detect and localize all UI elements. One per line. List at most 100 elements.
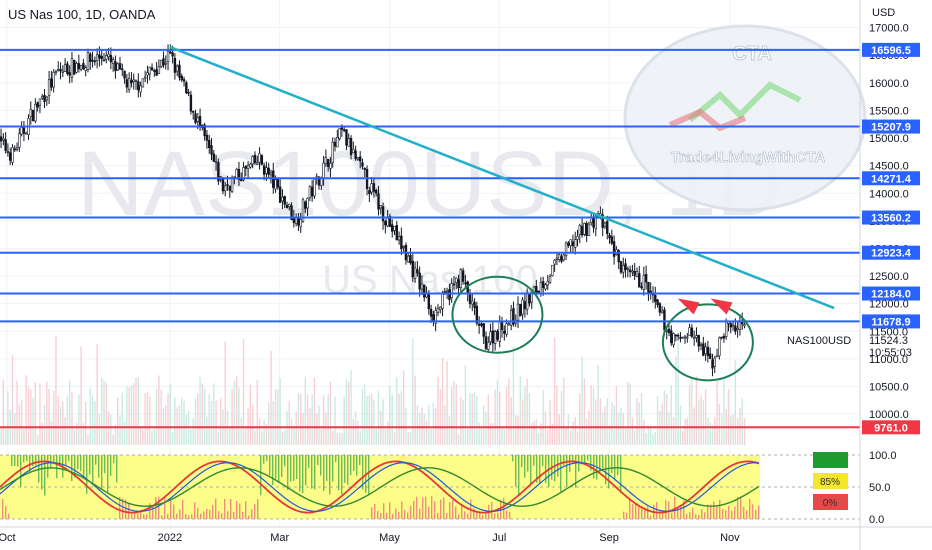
candle-body xyxy=(194,113,197,123)
candle-body xyxy=(535,285,538,293)
volume-bar xyxy=(39,383,41,445)
volume-bar xyxy=(71,391,73,445)
candle-body xyxy=(564,242,568,257)
price-tick-label: 10000.0 xyxy=(869,409,909,421)
annotation-ellipse[interactable] xyxy=(451,275,544,354)
candle-body xyxy=(105,55,108,60)
volume-bar xyxy=(94,400,96,445)
volume-bar xyxy=(430,428,432,445)
volume-bar xyxy=(402,370,405,445)
oscillator-panel-value: 0% xyxy=(823,498,838,509)
oscillator-bar xyxy=(689,512,691,519)
candle-body xyxy=(267,167,270,175)
candle-body xyxy=(665,330,668,332)
volume-bar xyxy=(409,431,412,445)
trendline[interactable] xyxy=(169,45,835,310)
volume-bar xyxy=(2,380,5,445)
candle-body xyxy=(73,60,76,75)
oscillator-bar xyxy=(521,455,523,468)
volume-bar xyxy=(439,389,441,445)
candle-body xyxy=(217,162,220,182)
oscillator-bar xyxy=(557,455,559,477)
volume-bar xyxy=(537,432,540,445)
oscillator-bar xyxy=(512,455,514,462)
oscillator-bar xyxy=(254,504,256,519)
volume-bar xyxy=(142,429,144,445)
candle-body xyxy=(548,276,552,283)
volume-bar xyxy=(597,364,599,445)
volume-bar xyxy=(476,396,478,445)
horizontal-levels[interactable] xyxy=(0,48,860,429)
candle-body xyxy=(308,186,312,198)
volume-bar xyxy=(119,415,121,445)
candle-body xyxy=(393,226,396,231)
volume-bar xyxy=(7,391,9,445)
time-tick-label: Nov xyxy=(720,532,740,544)
volume-bar xyxy=(318,405,320,445)
volume-bar xyxy=(425,420,428,445)
volume-bar xyxy=(75,422,78,445)
volume-bar xyxy=(741,398,743,445)
volume-bar xyxy=(194,398,197,445)
time-tick-label: Sep xyxy=(599,532,619,544)
candle-body xyxy=(77,63,81,70)
candle-body xyxy=(574,239,577,248)
candle-body xyxy=(57,69,60,71)
oscillator-bar xyxy=(53,455,55,464)
volume-bar xyxy=(716,379,718,445)
volume-bar xyxy=(201,383,204,445)
volume-bar xyxy=(73,429,75,445)
candle-body xyxy=(587,223,591,236)
candle-body xyxy=(45,96,49,101)
volume-bar xyxy=(169,384,172,445)
volume-bar xyxy=(183,400,185,445)
oscillator-bar xyxy=(746,510,748,519)
candle-body xyxy=(395,225,398,241)
candle-body xyxy=(663,309,666,331)
volume-bar xyxy=(460,396,462,445)
volume-bar xyxy=(370,394,373,445)
candle-body xyxy=(313,178,316,197)
volume-bar xyxy=(611,401,613,445)
volume-bar xyxy=(117,397,119,445)
candle-body xyxy=(301,199,305,222)
oscillator-bar xyxy=(368,455,370,495)
volume-bar xyxy=(407,432,409,445)
volume-bar xyxy=(389,385,391,445)
oscillator-bar xyxy=(608,455,610,489)
volume-bar xyxy=(277,389,279,445)
candle-body xyxy=(519,304,522,317)
volume-bar xyxy=(165,405,167,445)
oscillator-bar xyxy=(698,515,700,519)
candle-body xyxy=(43,94,46,103)
oscillator-bar xyxy=(440,499,442,519)
candle-body xyxy=(375,190,378,194)
oscillator-bar xyxy=(728,505,730,519)
annotation-arrow[interactable] xyxy=(710,298,733,315)
level-label: 12184.0 xyxy=(862,286,920,301)
volume-bar xyxy=(599,398,602,445)
price-tick-label: 16000.0 xyxy=(869,78,909,90)
oscillator-bar xyxy=(113,455,115,464)
volume-bar xyxy=(565,426,567,445)
annotation-arrow[interactable] xyxy=(677,298,700,315)
volume-bar xyxy=(558,414,560,445)
volume-bar xyxy=(560,391,563,445)
level-label-bg xyxy=(862,210,920,225)
volume-bar xyxy=(272,400,274,445)
volume-bar xyxy=(606,398,608,445)
level-label-text: 12923.4 xyxy=(871,248,912,260)
volume-bar xyxy=(25,375,27,445)
candle-body xyxy=(512,308,515,325)
oscillator-bar xyxy=(731,510,733,519)
oscillator-bar xyxy=(98,455,100,478)
annotation-ellipse[interactable] xyxy=(661,303,754,382)
volume-bar xyxy=(96,344,98,445)
volume-bar xyxy=(528,393,531,445)
candle-body xyxy=(413,267,417,279)
oscillator-bar xyxy=(104,455,106,474)
volume-bar xyxy=(709,422,711,445)
annotations[interactable] xyxy=(451,275,754,382)
oscillator-bar xyxy=(617,455,619,476)
